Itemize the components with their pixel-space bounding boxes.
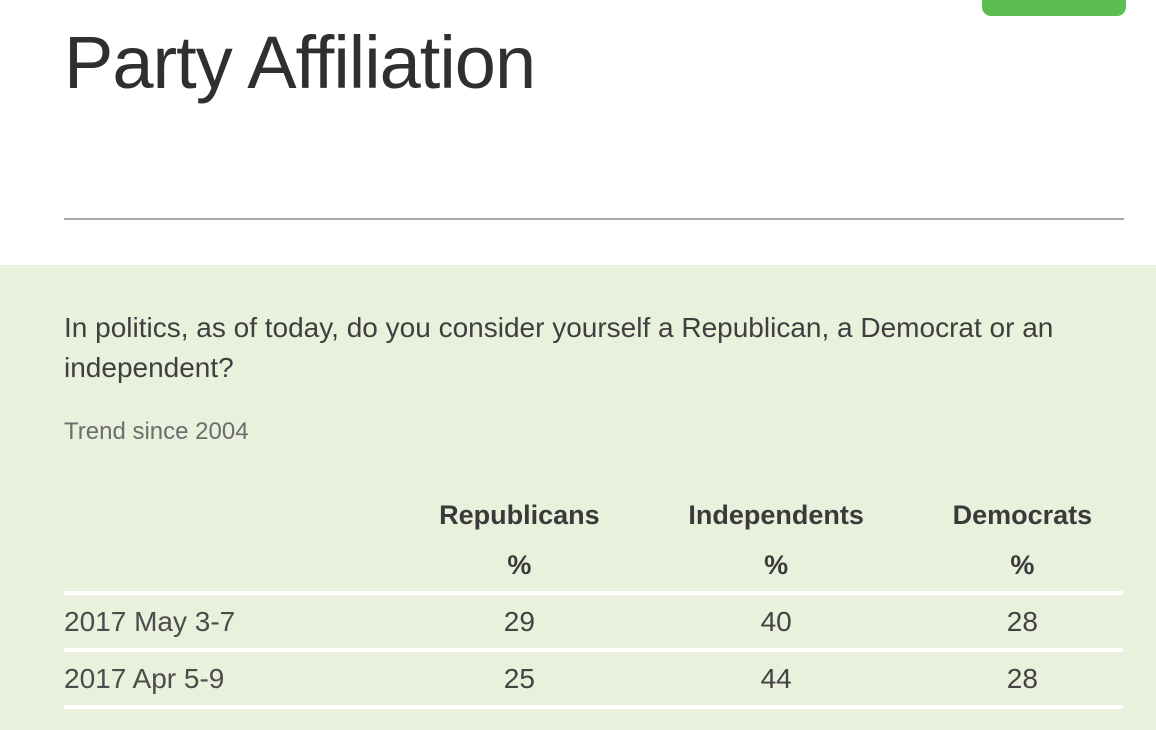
unit-percent-democrats: % [1010,550,1035,580]
table-row: 2017 May 3-7 29 40 28 [64,593,1123,650]
table-cell: 40 [760,605,792,637]
row-label: 2017 May 3-7 [64,605,236,637]
table-row: 2017 Apr 5-9 25 44 28 [64,650,1123,707]
table-cell: 29 [503,605,535,637]
table-cell: 28 [1006,605,1038,637]
unit-percent-independents: % [764,550,789,580]
table-unit-row: % % % [64,540,1123,593]
poll-question: In politics, as of today, do you conside… [64,312,1054,383]
column-header-democrats: Democrats [952,499,1093,530]
table-header-row: Republicans Independents Democrats [64,490,1123,540]
column-header-republicans: Republicans [439,499,600,530]
empty-header-cell [64,490,408,540]
poll-results-table: Republicans Independents Democrats % % %… [64,490,1123,709]
table-cell: 44 [760,662,792,694]
table-cell: 28 [1006,662,1038,694]
trend-note: Trend since 2004 [64,418,249,445]
primary-action-button[interactable] [982,0,1126,16]
row-label: 2017 Apr 5-9 [64,662,225,694]
poll-section: In politics, as of today, do you conside… [0,265,1156,730]
empty-header-cell [64,540,408,593]
unit-percent-republicans: % [507,550,532,580]
page-title: Party Affiliation [64,21,536,104]
column-header-independents: Independents [688,499,864,530]
section-divider [64,218,1124,220]
table-cell: 25 [503,662,535,694]
